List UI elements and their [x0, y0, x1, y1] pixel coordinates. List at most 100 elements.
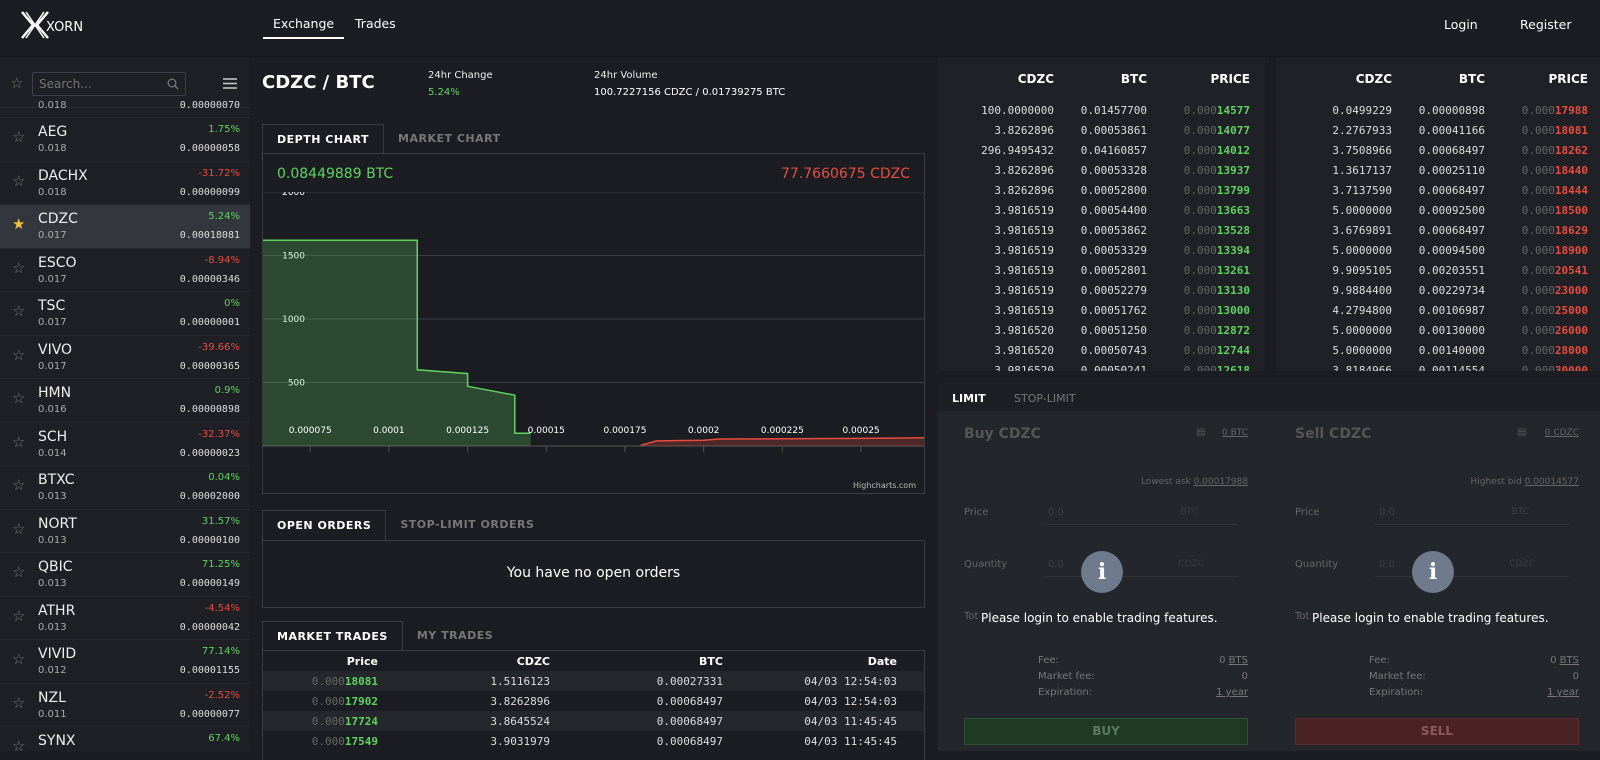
order-book-row[interactable]: 3.9816520 0.00050241 0.00012618 [938, 360, 1265, 372]
order-book-row[interactable]: 5.0000000 0.00130000 0.00026000 [1276, 320, 1600, 340]
order-book-row[interactable]: 3.9816519 0.00052801 0.00013261 [938, 260, 1265, 280]
chart-credit[interactable]: Highcharts.com [853, 481, 916, 490]
order-book-row[interactable]: 3.9816519 0.00051762 0.00013000 [938, 300, 1265, 320]
coin-row[interactable]: ☆ QBIC 0.013 71.25% 0.00000149 [0, 553, 250, 597]
tab-limit[interactable]: LIMIT [952, 392, 986, 405]
favorite-star-icon[interactable]: ★ [12, 215, 26, 233]
login-link[interactable]: Login [1444, 17, 1478, 32]
sell-hint-value[interactable]: 0.00014577 [1524, 477, 1579, 487]
market-trade-row[interactable]: 0.00017902 3.8262896 0.00068497 04/03 12:54… [263, 691, 924, 711]
logo[interactable]: XORN [20, 10, 83, 40]
order-book-row[interactable]: 5.0000000 0.00092500 0.00018500 [1276, 200, 1600, 220]
coin-row[interactable]: ☆ VIVO 0.017 -39.66% 0.00000365 [0, 336, 250, 379]
order-book-row[interactable]: 3.7508966 0.00068497 0.00018262 [1276, 140, 1600, 160]
tab-stop-limit[interactable]: STOP-LIMIT [1014, 392, 1076, 405]
order-book-row[interactable]: 3.9816520 0.00051250 0.00012872 [938, 320, 1265, 340]
order-book-row[interactable]: 5.0000000 0.00094500 0.00018900 [1276, 240, 1600, 260]
coin-row[interactable]: ☆ AEG 0.018 1.75% 0.00000058 [0, 118, 250, 162]
order-book-row[interactable]: 3.9816519 0.00053862 0.00013528 [938, 220, 1265, 240]
buy-balance[interactable]: 0 BTC [1221, 428, 1248, 438]
order-book-row[interactable]: 0.0499229 0.00000898 0.00017988 [1276, 100, 1600, 120]
search-icon[interactable] [167, 78, 179, 90]
tab-depth-chart[interactable]: DEPTH CHART [262, 124, 385, 154]
sell-fee-unit[interactable]: BTS [1559, 655, 1579, 666]
order-book-row[interactable]: 3.8262896 0.00053861 0.00014077 [938, 120, 1265, 140]
favorite-star-icon[interactable]: ☆ [12, 128, 26, 146]
order-book-row[interactable]: 2.2767933 0.00041166 0.00018081 [1276, 120, 1600, 140]
favorite-star-icon[interactable]: ☆ [12, 519, 26, 538]
tab-stop-limit-orders[interactable]: STOP-LIMIT ORDERS [400, 518, 535, 531]
row-total: 0.00053862 [1080, 223, 1147, 237]
favorite-star-icon[interactable]: ☆ [12, 737, 26, 751]
order-book-row[interactable]: 1.3617137 0.00025110 0.00018440 [1276, 160, 1600, 180]
coin-row[interactable]: ☆ HMN 0.016 0.9% 0.00000898 [0, 379, 250, 423]
buy-price-input[interactable]: 0.0 BTC [1044, 501, 1238, 525]
coin-row[interactable]: ☆ SCH 0.014 -32.37% 0.00000023 [0, 423, 250, 466]
buy-hint-value[interactable]: 0.00017988 [1193, 477, 1248, 487]
buy-fee-unit[interactable]: BTS [1228, 655, 1248, 666]
tab-market-chart[interactable]: MARKET CHART [398, 132, 501, 145]
favorite-star-icon[interactable]: ☆ [12, 432, 26, 451]
order-book-row[interactable]: 3.9816519 0.00053329 0.00013394 [938, 240, 1265, 260]
buy-qty-input[interactable]: 0.0 CDZC [1044, 553, 1238, 577]
market-trade-row[interactable]: 0.00017724 3.8645524 0.00068497 04/03 11:45… [263, 711, 924, 731]
favorite-star-icon[interactable]: ☆ [12, 302, 26, 320]
order-book-row[interactable]: 3.8262896 0.00052800 0.00013799 [938, 180, 1265, 200]
order-book-row[interactable]: 3.7137590 0.00068497 0.00018444 [1276, 180, 1600, 200]
order-book-row[interactable]: 3.9816520 0.00050743 0.00012744 [938, 340, 1265, 360]
row-price: 0.00013000 [1147, 304, 1250, 317]
favorite-star-icon[interactable]: ☆ [12, 650, 26, 668]
register-link[interactable]: Register [1520, 17, 1572, 32]
nav-tab-exchange[interactable]: Exchange [263, 16, 345, 39]
depth-chart[interactable]: 500 1000 1500 2000 0.000075 0.0001 0.000125 0.0… [263, 192, 924, 462]
market-trade-row[interactable]: 0.00017549 3.9031979 0.00068497 04/03 11:45… [263, 731, 924, 751]
favorite-star-icon[interactable]: ☆ [12, 563, 26, 581]
coin-row[interactable]: ☆ NZL 0.011 -2.52% 0.00000077 [0, 684, 250, 727]
nav-tab-trades[interactable]: Trades [355, 16, 396, 31]
coin-row[interactable]: ☆ BTXC 0.013 0.04% 0.00002000 [0, 466, 250, 510]
favorite-star-icon[interactable]: ☆ [12, 345, 26, 364]
order-book-row[interactable]: 296.9495432 0.04160857 0.00014012 [938, 140, 1265, 160]
coin-row[interactable]: ☆ ATHR 0.013 -4.54% 0.00000042 [0, 597, 250, 640]
order-book-row[interactable]: 9.9095105 0.00203551 0.00020541 [1276, 260, 1600, 280]
order-book-row[interactable]: 9.9884400 0.00229734 0.00023000 [1276, 280, 1600, 300]
buy-expiration-value[interactable]: 1 year [1216, 687, 1248, 698]
order-book-row[interactable]: 3.8262896 0.00053328 0.00013937 [938, 160, 1265, 180]
order-book-row[interactable]: 3.9816519 0.00054400 0.00013663 [938, 200, 1265, 220]
search-input[interactable] [33, 73, 153, 95]
favorite-star-icon[interactable]: ☆ [12, 171, 26, 190]
market-trades-panel: Price CDZC BTC Date 0.00018081 1.5116123 0… [262, 650, 925, 760]
sell-button[interactable]: SELL [1295, 718, 1579, 745]
coin-row-partial[interactable]: 0.018 0.00000070 [0, 100, 250, 118]
sell-expiration-value[interactable]: 1 year [1547, 687, 1579, 698]
order-book-row[interactable]: 3.9816519 0.00052279 0.00013130 [938, 280, 1265, 300]
asks-line [640, 436, 924, 447]
order-book-row[interactable]: 4.2794800 0.00106987 0.00025000 [1276, 300, 1600, 320]
favorite-star-icon[interactable]: ☆ [12, 476, 26, 494]
coin-row[interactable]: ☆ VIVID 0.012 77.14% 0.00001155 [0, 640, 250, 684]
coin-row[interactable]: ☆ DACHX 0.018 -31.72% 0.00000099 [0, 162, 250, 205]
coin-row[interactable]: ☆ SYNX 67.4% [0, 727, 250, 751]
coin-row[interactable]: ★ CDZC 0.017 5.24% 0.00018081 [0, 205, 250, 249]
sell-balance[interactable]: 0 CDZC [1544, 428, 1579, 438]
order-book-row[interactable]: 3.6769891 0.00068497 0.00018629 [1276, 220, 1600, 240]
tab-open-orders[interactable]: OPEN ORDERS [262, 510, 387, 540]
order-book-row[interactable]: 3.8184966 0.00114554 0.00030000 [1276, 360, 1600, 372]
coin-row[interactable]: ☆ TSC 0.017 0% 0.00000001 [0, 292, 250, 336]
tab-my-trades[interactable]: MY TRADES [416, 629, 494, 642]
menu-icon[interactable] [223, 78, 237, 89]
tab-market-trades[interactable]: MARKET TRADES [262, 621, 403, 651]
favorite-star-icon[interactable]: ☆ [12, 606, 26, 625]
coin-row[interactable]: ☆ NORT 0.013 31.57% 0.00000100 [0, 510, 250, 553]
coin-row[interactable]: ☆ ESCO 0.017 -8.94% 0.00000346 [0, 249, 250, 292]
favorites-star-icon[interactable]: ☆ [10, 74, 24, 92]
order-book-row[interactable]: 5.0000000 0.00140000 0.00028000 [1276, 340, 1600, 360]
order-book-row[interactable]: 100.0000000 0.01457700 0.00014577 [938, 100, 1265, 120]
favorite-star-icon[interactable]: ☆ [12, 693, 26, 712]
favorite-star-icon[interactable]: ☆ [12, 389, 26, 407]
sell-qty-input[interactable]: 0.0 CDZC [1375, 553, 1569, 577]
buy-button[interactable]: BUY [964, 718, 1248, 745]
favorite-star-icon[interactable]: ☆ [12, 258, 26, 277]
market-trade-row[interactable]: 0.00018081 1.5116123 0.00027331 04/03 12:54… [263, 671, 924, 691]
sell-price-input[interactable]: 0.0 BTC [1375, 501, 1569, 525]
